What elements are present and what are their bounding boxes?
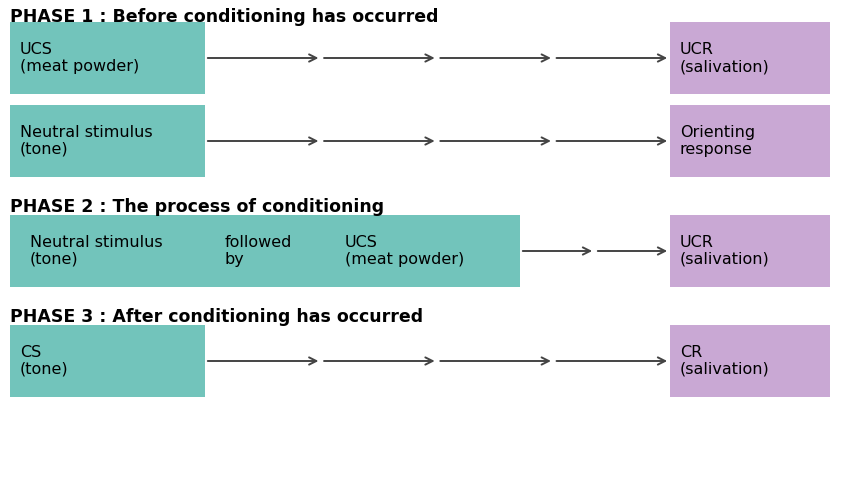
FancyBboxPatch shape [10, 325, 205, 397]
Text: UCS: UCS [345, 235, 378, 250]
Text: CR: CR [680, 345, 702, 360]
Text: Orienting: Orienting [680, 125, 755, 140]
Text: followed: followed [225, 235, 292, 250]
Text: (tone): (tone) [20, 142, 69, 157]
Text: (salivation): (salivation) [680, 362, 770, 377]
FancyBboxPatch shape [670, 105, 830, 177]
Text: PHASE 1 : Before conditioning has occurred: PHASE 1 : Before conditioning has occurr… [10, 8, 439, 26]
Text: (meat powder): (meat powder) [345, 252, 464, 267]
FancyBboxPatch shape [670, 325, 830, 397]
FancyBboxPatch shape [10, 215, 520, 287]
FancyBboxPatch shape [10, 22, 205, 94]
Text: by: by [225, 252, 245, 267]
Text: PHASE 3 : After conditioning has occurred: PHASE 3 : After conditioning has occurre… [10, 308, 423, 326]
Text: (salivation): (salivation) [680, 59, 770, 74]
Text: CS: CS [20, 345, 42, 360]
Text: UCR: UCR [680, 42, 714, 57]
Text: UCS: UCS [20, 42, 53, 57]
Text: (tone): (tone) [20, 362, 69, 377]
FancyBboxPatch shape [670, 215, 830, 287]
Text: (tone): (tone) [30, 252, 78, 267]
FancyBboxPatch shape [10, 105, 205, 177]
Text: (meat powder): (meat powder) [20, 59, 139, 74]
Text: UCR: UCR [680, 235, 714, 250]
Text: response: response [680, 142, 753, 157]
Text: (salivation): (salivation) [680, 252, 770, 267]
Text: PHASE 2 : The process of conditioning: PHASE 2 : The process of conditioning [10, 198, 384, 216]
FancyBboxPatch shape [670, 22, 830, 94]
Text: Neutral stimulus: Neutral stimulus [30, 235, 162, 250]
Text: Neutral stimulus: Neutral stimulus [20, 125, 153, 140]
